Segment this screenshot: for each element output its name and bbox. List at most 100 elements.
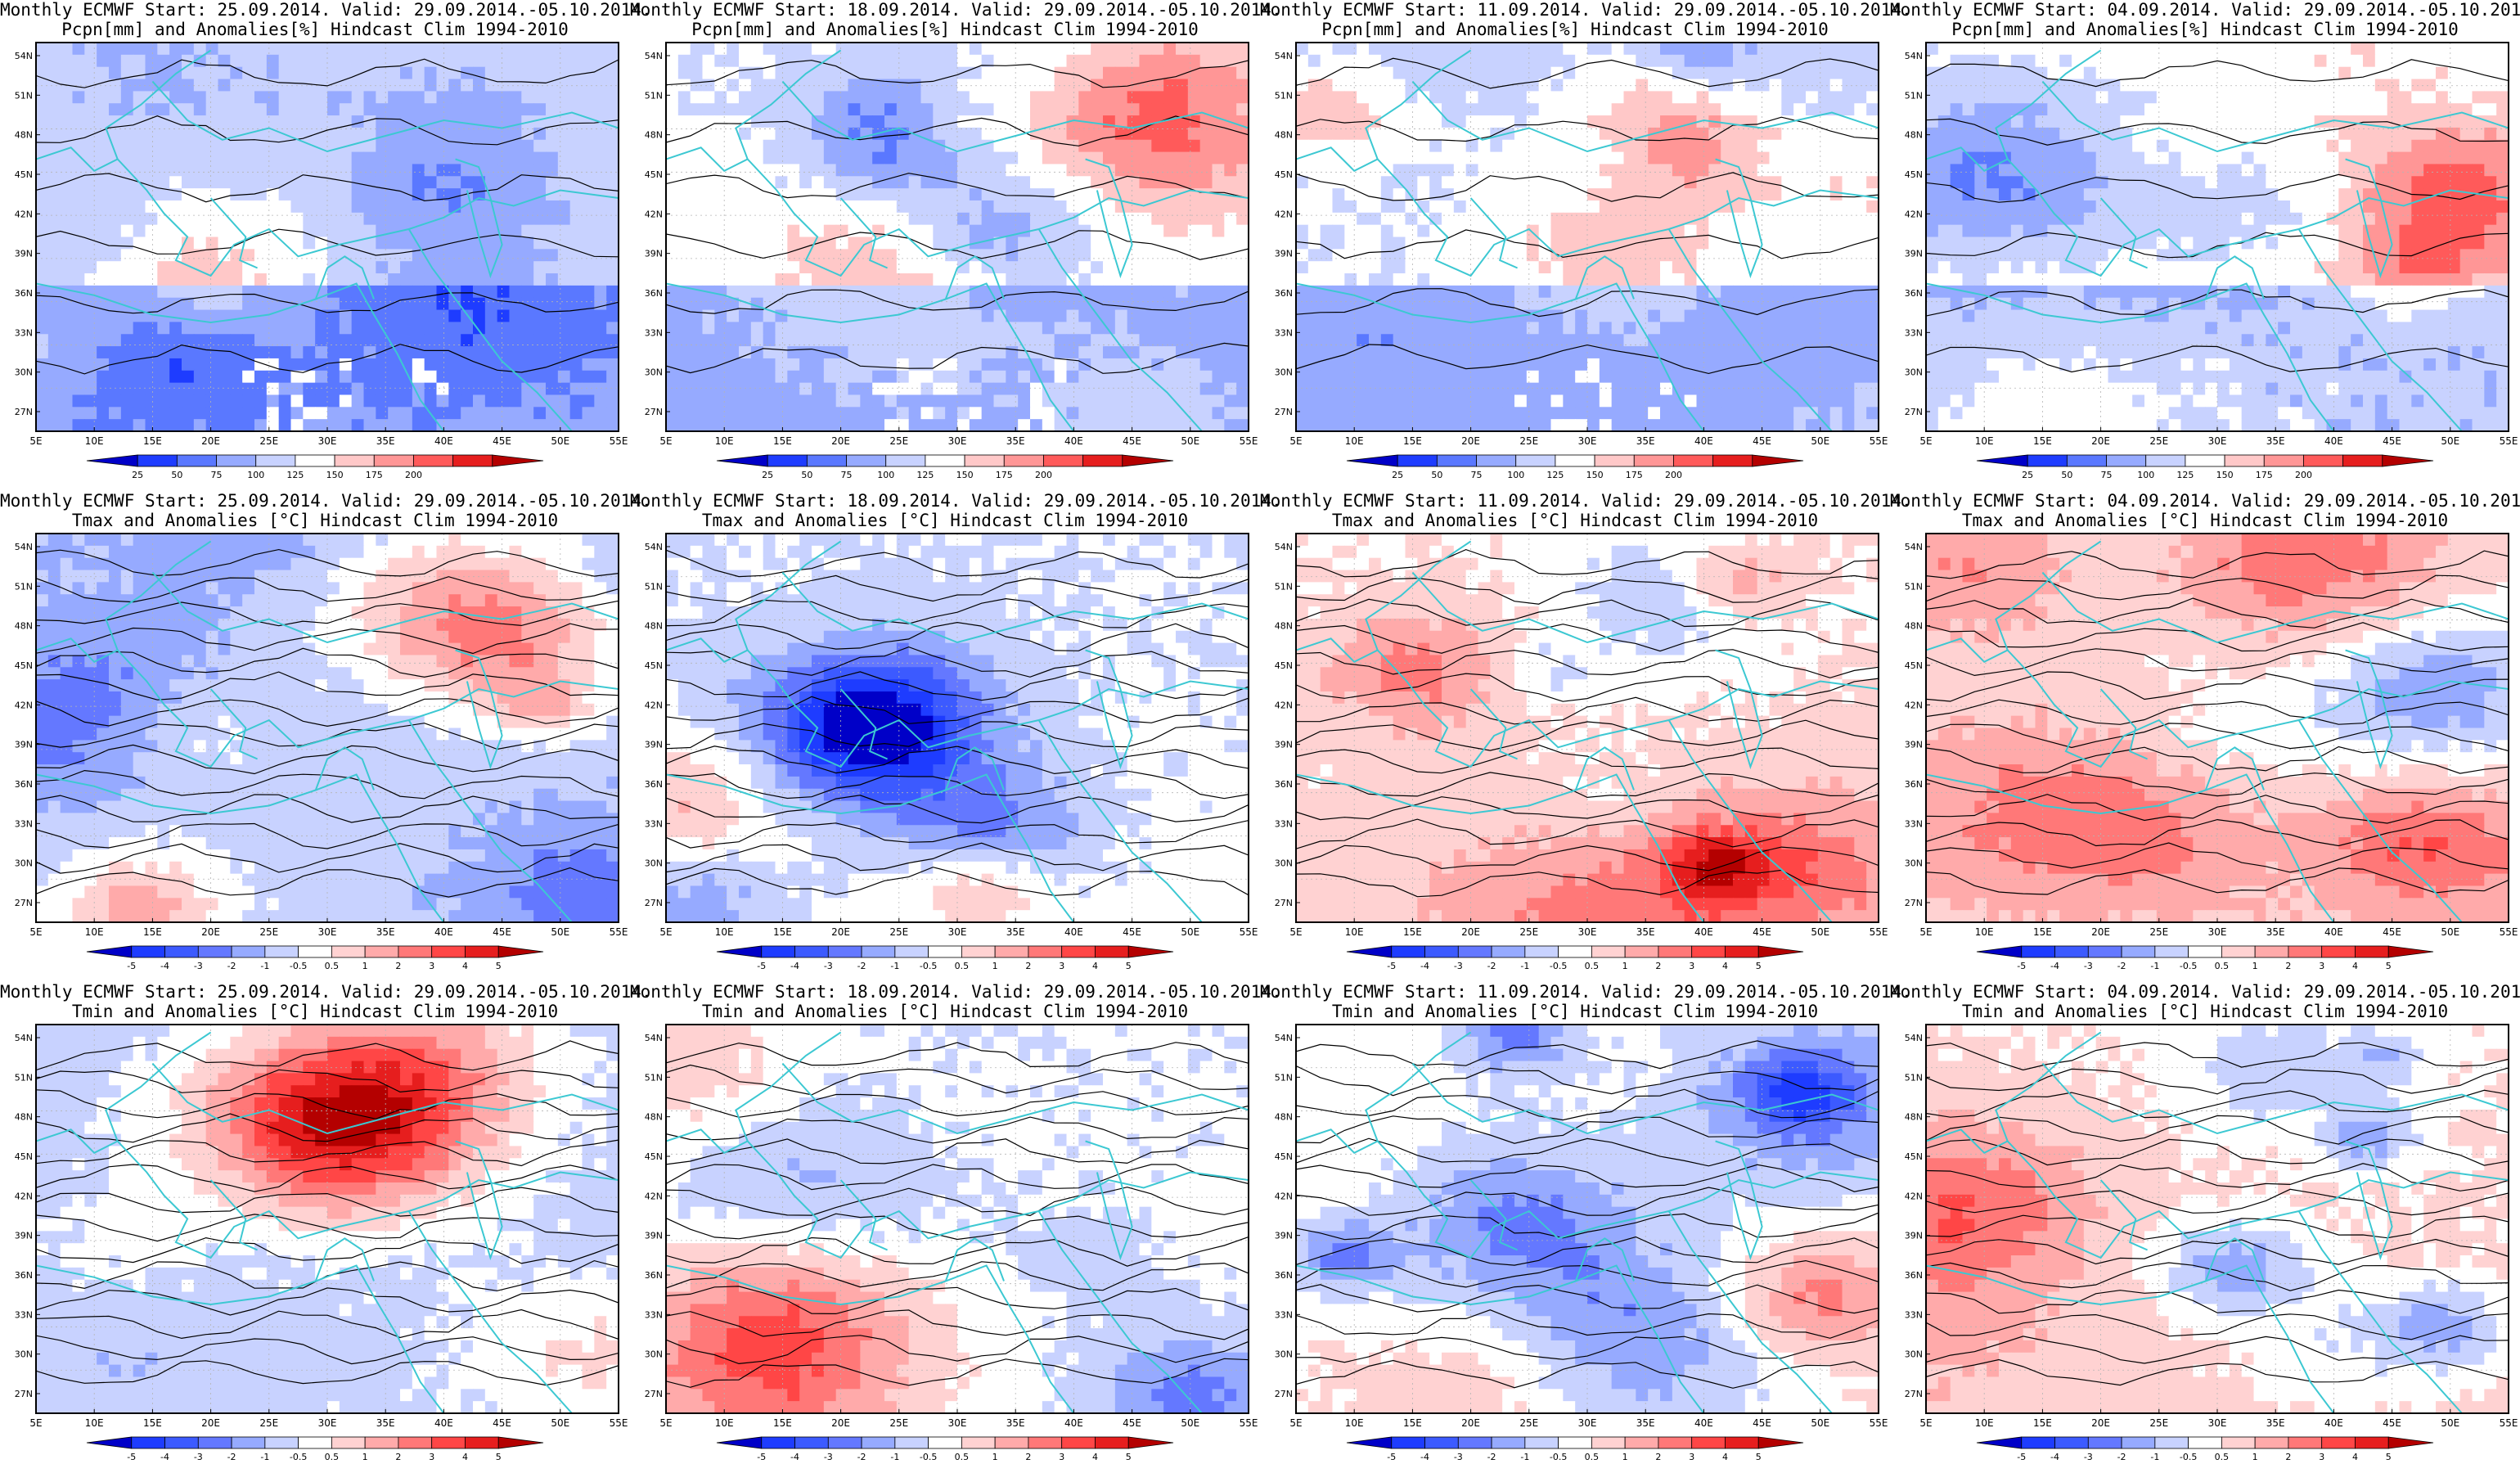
longitude-tick-label: 25E <box>889 1417 908 1429</box>
longitude-tick-label: 35E <box>1006 435 1025 447</box>
colorbar-label: 125 <box>1546 470 1564 480</box>
latitude-tick-label: 51N <box>1275 1072 1293 1083</box>
longitude-tick-label: 20E <box>831 1417 850 1429</box>
longitude-tick-label: 40E <box>1694 926 1713 938</box>
colorbar: -5 -4 -3 -2 -1 -0.5 0.5 1 2 3 4 5 <box>86 945 544 971</box>
longitude-tick-label: 45E <box>1123 1417 1141 1429</box>
panel-title-line2: Tmax and Anomalies [°C] Hindcast Clim 19… <box>701 511 1189 530</box>
latitude-tick-label: 54N <box>645 51 663 61</box>
coastlines <box>36 540 619 922</box>
longitude-tick-label: 55E <box>2500 435 2518 447</box>
longitude-tick-label: 20E <box>201 435 220 447</box>
map-panel: Monthly ECMWF Start: 25.09.2014. Valid: … <box>0 491 652 982</box>
colorbar-swatch <box>176 454 217 467</box>
colorbar-swatch <box>197 945 232 958</box>
colorbar-label: -5 <box>2017 961 2026 971</box>
longitude-tick-label: 5E <box>1919 435 1932 447</box>
anomaly-field <box>666 1025 1249 1413</box>
colorbar-swatch <box>1691 1436 1726 1449</box>
latitude-tick-label: 39N <box>15 740 33 750</box>
coastlines <box>1926 1031 2509 1413</box>
latitude-tick-label: 54N <box>1275 1033 1293 1043</box>
latitude-tick-label: 45N <box>1905 660 1923 671</box>
panel-title-line1: Monthly ECMWF Start: 18.09.2014. Valid: … <box>630 491 1282 511</box>
map-gridlines <box>1926 1025 2509 1413</box>
colorbar-label: 4 <box>1092 1452 1098 1462</box>
colorbar-swatch <box>497 945 544 958</box>
colorbar-label: 2 <box>1025 1452 1031 1462</box>
longitude-tick-label: 5E <box>29 926 42 938</box>
colorbar-swatch <box>994 1436 1029 1449</box>
map-panel: Monthly ECMWF Start: 25.09.2014. Valid: … <box>0 982 652 1473</box>
colorbar-swatch <box>1725 1436 1759 1449</box>
colorbar-swatch <box>2288 1436 2323 1449</box>
longitude-tick-label: 35E <box>2266 1417 2285 1429</box>
latitude-tick-label: 36N <box>15 288 33 299</box>
colorbar-swatch <box>794 1436 829 1449</box>
latitude-tick-label: 27N <box>1275 407 1293 417</box>
latitude-tick-label: 42N <box>1905 700 1923 710</box>
latitude-tick-label: 45N <box>1905 169 1923 180</box>
colorbar-label: 175 <box>2256 470 2273 480</box>
colorbar-label: 0.5 <box>2215 1452 2230 1462</box>
longitude-tick-label: 50E <box>1811 435 1829 447</box>
latitude-tick-label: 36N <box>1905 779 1923 790</box>
colorbar-label: 2 <box>2285 1452 2291 1462</box>
colorbar-swatch <box>1476 454 1517 467</box>
longitude-tick-label: 15E <box>1403 926 1422 938</box>
colorbar-swatch <box>1061 945 1096 958</box>
longitude-tick-label: 30E <box>948 1417 967 1429</box>
colorbar-swatch <box>1043 454 1084 467</box>
latitude-tick-label: 33N <box>1275 818 1293 829</box>
longitude-tick-label: 40E <box>434 435 453 447</box>
panel-title-line2: Tmin and Anomalies [°C] Hindcast Clim 19… <box>71 1002 559 1021</box>
longitude-tick-label: 15E <box>143 926 162 938</box>
anomaly-field <box>1926 1025 2509 1413</box>
colorbar-label: 125 <box>2176 470 2194 480</box>
latitude-tick-label: 27N <box>1905 898 1923 908</box>
colorbar-label: -1 <box>2150 961 2159 971</box>
colorbar-swatch <box>216 454 257 467</box>
longitude-tick-label: 25E <box>259 1417 278 1429</box>
colorbar-label: 2 <box>395 1452 401 1462</box>
longitude-tick-label: 40E <box>1064 1417 1083 1429</box>
map-figure: 5E 10E 15E 20E 25E 30E 35E 40E 45E 50E 55E 54N 51N 48… <box>15 1024 628 1462</box>
latitude-tick-label: 48N <box>645 130 663 141</box>
colorbar-swatch <box>1976 945 2023 958</box>
colorbar-label: 0.5 <box>325 961 340 971</box>
colorbar-label: -1 <box>890 1452 899 1462</box>
colorbar-label: 5 <box>1756 1452 1762 1462</box>
longitude-tick-label: 10E <box>715 435 734 447</box>
longitude-tick-label: 50E <box>2441 926 2459 938</box>
longitude-tick-label: 55E <box>1240 435 1258 447</box>
panel-title-line1: Monthly ECMWF Start: 25.09.2014. Valid: … <box>0 982 652 1002</box>
colorbar-swatch <box>2154 945 2189 958</box>
latitude-tick-label: 36N <box>1275 1270 1293 1281</box>
colorbar-label: 5 <box>1126 961 1132 971</box>
colorbar-label: 1 <box>1622 1452 1628 1462</box>
colorbar-swatch <box>298 945 332 958</box>
colorbar-swatch <box>1391 1436 1425 1449</box>
latitude-tick-label: 30N <box>15 1349 33 1360</box>
longitude-tick-label: 50E <box>1181 1417 1199 1429</box>
longitude-tick-label: 30E <box>2208 1417 2227 1429</box>
colorbar-swatch <box>2121 1436 2156 1449</box>
latitude-tick-label: 33N <box>15 1309 33 1320</box>
longitude-tick-label: 10E <box>85 435 104 447</box>
colorbar-label: -2 <box>1487 961 1496 971</box>
longitude-tick-label: 35E <box>1636 435 1655 447</box>
longitude-tick-label: 25E <box>259 435 278 447</box>
isoline-contours <box>1296 1040 1879 1389</box>
colorbar-label: 100 <box>247 470 264 480</box>
latitude-tick-label: 54N <box>1905 542 1923 552</box>
panel-title-line1: Monthly ECMWF Start: 04.09.2014. Valid: … <box>1890 0 2520 20</box>
anomaly-field <box>36 534 619 922</box>
latitude-tick-label: 45N <box>645 169 663 180</box>
colorbar-swatch <box>1095 945 1129 958</box>
latitude-tick-label: 36N <box>645 288 663 299</box>
longitude-tick-label: 55E <box>610 926 628 938</box>
longitude-tick-label: 15E <box>2033 435 2052 447</box>
longitude-tick-label: 50E <box>551 435 569 447</box>
coastlines <box>1926 540 2509 922</box>
longitude-tick-label: 50E <box>551 926 569 938</box>
